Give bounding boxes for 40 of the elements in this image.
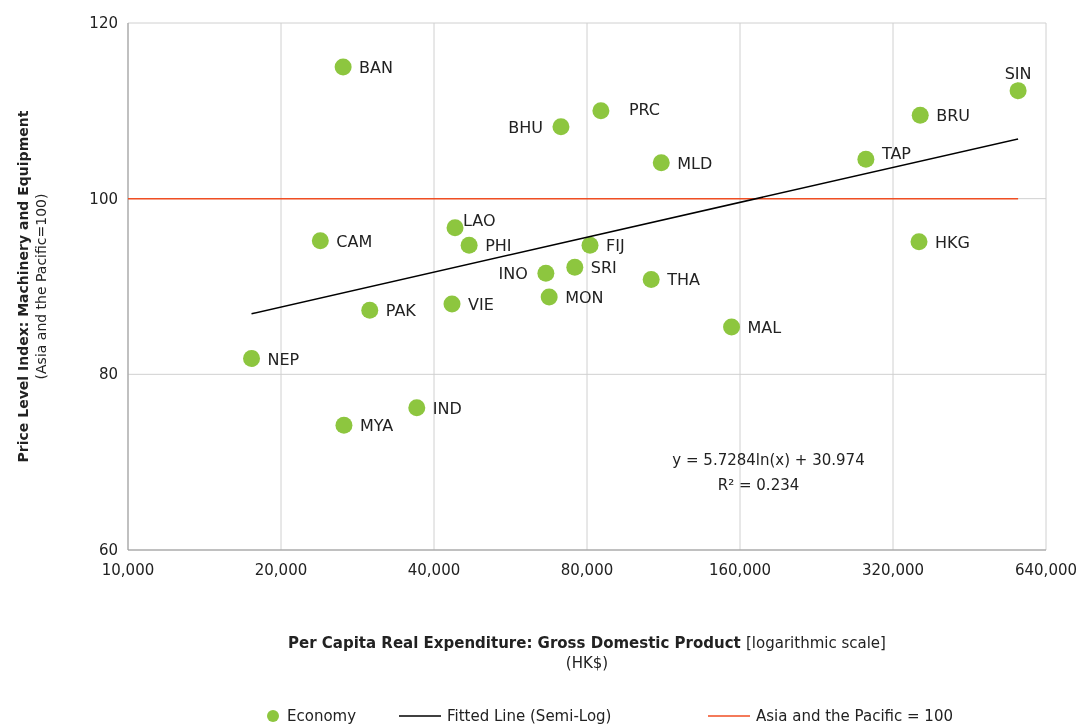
legend-label: Economy [287, 707, 357, 725]
annotation: MAL [747, 317, 782, 337]
y-tick-label: 80 [98, 365, 118, 384]
x-tick-label: 20,000 [254, 561, 308, 579]
y-tick-label: 120 [89, 14, 118, 32]
legend-label: Fitted Line (Semi-Log) [447, 707, 612, 725]
x-tick-label: 160,000 [708, 561, 772, 579]
annotation: y = 5.7284ln(x) + 30.974 [672, 451, 865, 469]
y-tick-label: 60 [98, 541, 118, 559]
y-tick-label: 100 [89, 189, 118, 208]
annotation: PAK [385, 301, 417, 321]
x-tick-label: 320,000 [861, 561, 925, 579]
annotation: IND [432, 398, 462, 418]
annotation: NEP [267, 349, 300, 369]
annotation: FIJ [606, 236, 625, 256]
annotation: MYA [359, 416, 394, 436]
annotation: INO [498, 264, 528, 284]
annotation: BAN [359, 57, 394, 77]
annotation: PRC [628, 99, 661, 119]
annotation: MON [565, 288, 604, 308]
x-tick-label: 10,000 [101, 561, 155, 579]
y-axis-title: Price Level Index: Machinery and Equipment (Asia and the Pacific=100) [15, 110, 49, 463]
annotation: TAP [880, 144, 912, 164]
annotation: LAO [463, 210, 496, 230]
annotation: SIN [1004, 63, 1032, 83]
x-tick-label: 640,000 [1014, 561, 1078, 579]
annotation: THA [666, 270, 700, 290]
annotation: MLD [677, 153, 713, 173]
annotation: VIE [468, 295, 494, 315]
annotation: CAM [336, 231, 373, 251]
annotation: BHU [508, 117, 543, 137]
x-tick-label: 80,000 [560, 561, 614, 579]
annotation: R² = 0.234 [717, 476, 800, 494]
x-tick-label: 40,000 [407, 561, 461, 579]
annotation: SRI [590, 258, 617, 278]
annotation: HKG [935, 232, 970, 252]
annotation: BRU [936, 106, 971, 126]
annotation: PHI [485, 236, 512, 256]
legend-label: Asia and the Pacific = 100 [756, 707, 953, 725]
text: Per Capita Real Expenditure: Gross Domestic Product [logarithmic scale] (HK$) [288, 634, 886, 672]
